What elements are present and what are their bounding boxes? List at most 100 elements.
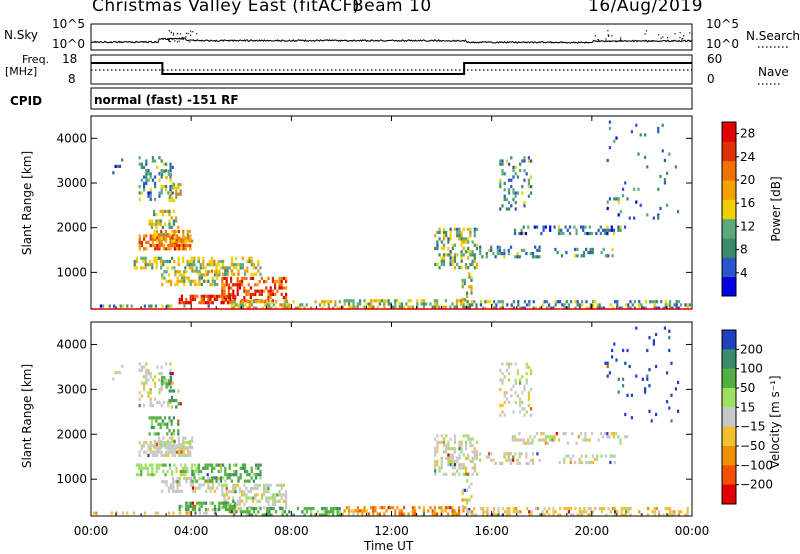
power-cell — [221, 286, 224, 290]
velocity-cell — [267, 490, 270, 494]
velocity-cell — [211, 501, 214, 505]
velocity-cell — [530, 368, 533, 372]
velocity-cell — [217, 463, 220, 467]
power-cell — [175, 236, 178, 240]
power-cell — [269, 289, 272, 293]
velocity-cell — [508, 507, 511, 511]
beam-label: Beam 10 — [352, 0, 432, 16]
power-cell — [271, 289, 274, 293]
velocity-cell — [447, 443, 450, 448]
velocity-cell — [623, 435, 627, 439]
velocity-cell — [336, 507, 339, 511]
power-cell — [194, 294, 197, 298]
velocity-cell — [549, 435, 552, 439]
power-cell — [238, 280, 241, 284]
velocity-cell — [254, 486, 257, 491]
power-cell — [165, 176, 168, 180]
velocity-cell — [498, 461, 502, 465]
power-cell — [250, 303, 253, 307]
velocity-cell — [590, 432, 594, 436]
power-cell — [407, 299, 410, 303]
velocity-cell — [177, 442, 180, 447]
velocity-cell — [155, 419, 158, 423]
power-cell — [455, 299, 458, 303]
velocity-cell — [321, 513, 324, 517]
power-cell — [451, 243, 454, 247]
velocity-cell — [247, 506, 250, 510]
power-cell — [490, 248, 493, 252]
power-cell — [462, 227, 465, 231]
velocity-cell — [475, 440, 479, 444]
velocity-cell — [179, 511, 182, 515]
power-cell — [449, 230, 452, 235]
power-cell — [592, 306, 595, 310]
power-cell — [164, 239, 167, 243]
velocity-cell — [487, 455, 491, 459]
power-cell — [544, 225, 547, 229]
search-noise-point — [179, 37, 181, 39]
power-cell — [473, 300, 476, 304]
power-cell — [261, 300, 264, 304]
power-cell — [409, 305, 412, 309]
velocity-cell — [479, 458, 482, 462]
velocity-cell — [467, 437, 470, 441]
power-colorbar-swatch — [722, 257, 736, 278]
velocity-cell — [146, 473, 149, 477]
power-cell — [223, 296, 226, 300]
velocity-cell — [613, 454, 616, 458]
power-cell — [436, 240, 439, 244]
velocity-cell — [530, 372, 533, 376]
power-cell — [466, 291, 469, 295]
velocity-cell — [285, 499, 288, 503]
power-cell — [639, 133, 642, 137]
power-cell — [259, 266, 262, 270]
power-cell — [138, 197, 141, 201]
power-cell — [266, 303, 269, 307]
power-cell — [209, 282, 212, 287]
velocity-cell — [189, 483, 192, 487]
power-cell — [270, 306, 273, 310]
velocity-cell — [159, 422, 162, 426]
velocity-colorbar-swatch — [722, 465, 736, 486]
velocity-cell — [332, 510, 335, 514]
velocity-cell — [145, 368, 148, 372]
search-noise-point — [170, 31, 172, 33]
velocity-cell — [187, 476, 190, 481]
velocity-cell — [234, 483, 237, 487]
power-cell — [145, 181, 148, 185]
velocity-cell — [178, 504, 181, 508]
velocity-cell — [445, 456, 448, 460]
velocity-cell — [166, 422, 169, 426]
velocity-cell — [508, 510, 511, 514]
velocity-cell — [167, 453, 170, 457]
velocity-cell — [563, 457, 566, 461]
velocity-cell — [525, 372, 528, 376]
velocity-cell — [168, 466, 171, 470]
velocity-cell — [190, 466, 193, 470]
power-cell — [237, 303, 240, 307]
power-cell — [498, 248, 502, 252]
power-cell — [176, 276, 179, 280]
velocity-cell — [186, 466, 189, 470]
velocity-cell — [520, 452, 524, 456]
velocity-cell — [140, 381, 143, 385]
power-cell — [225, 283, 228, 287]
power-cell — [461, 278, 464, 282]
velocity-cell — [436, 463, 439, 467]
power-cell — [601, 228, 605, 232]
power-cell — [659, 174, 662, 179]
power-cell — [165, 162, 168, 166]
power-cell — [221, 289, 224, 293]
power-cell — [321, 306, 324, 310]
power-cell — [202, 256, 205, 260]
power-cell — [285, 286, 288, 290]
power-cell — [460, 243, 463, 247]
velocity-cell — [265, 486, 268, 491]
velocity-colorbar-tick-label: 15 — [740, 400, 755, 414]
velocity-cell — [206, 463, 209, 467]
power-cell — [156, 247, 159, 251]
power-cell — [473, 227, 476, 231]
power-cell — [159, 219, 162, 223]
velocity-cell — [169, 379, 173, 383]
velocity-cell — [268, 510, 271, 514]
